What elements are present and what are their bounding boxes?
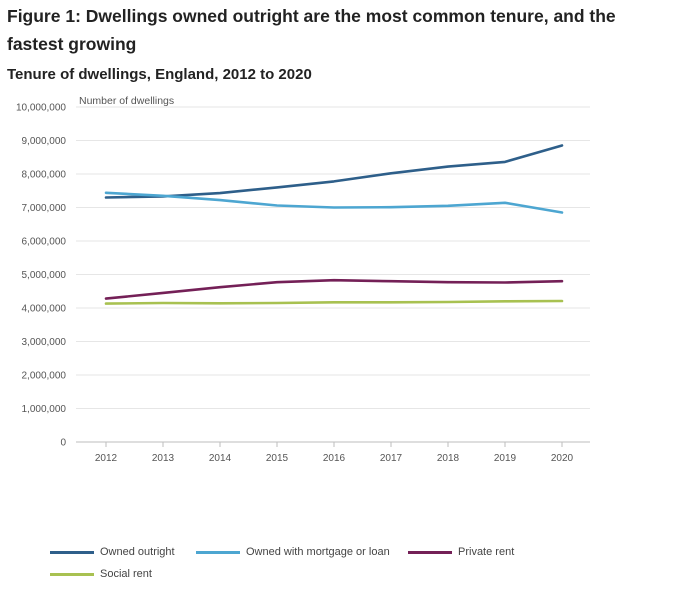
y-tick-label: 8,000,000 [22,170,67,181]
y-tick-label: 5,000,000 [22,270,67,281]
y-tick-label: 1,000,000 [22,404,67,415]
legend-label: Owned with mortgage or loan [246,546,390,558]
series-line-owned-with-mortgage-or-loan [104,191,564,214]
series-line-owned-outright [104,144,564,199]
x-tick-label: 2015 [266,453,289,464]
legend-item: Private rent [408,546,514,558]
series-line-private-rent [104,278,564,300]
series-line-social-rent [104,299,564,305]
x-tick-label: 2016 [323,453,346,464]
legend-swatch [196,550,240,554]
x-tick-label: 2014 [209,453,232,464]
y-axis-ticks: 0 1,000,000 2,000,000 3,000,000 4,000,000 5,0… [16,103,67,449]
legend-swatch [408,550,452,554]
figure-title: Figure 1: Dwellings owned outright are t… [7,6,616,54]
y-tick-label: 9,000,000 [22,136,67,147]
legend-item: Owned outright [50,546,175,558]
legend-item: Social rent [50,568,152,580]
y-tick-label: 7,000,000 [22,203,67,214]
legend-label: Private rent [458,546,515,558]
y-tick-label: 6,000,000 [22,237,67,248]
legend-item: Owned with mortgage or loan [196,546,390,558]
legend-label: Social rent [100,568,152,580]
gridlines [76,106,590,443]
legend-label: Owned outright [100,546,175,558]
x-tick-label: 2020 [551,453,574,464]
x-tick-label: 2019 [494,453,517,464]
x-tick-label: 2017 [380,453,403,464]
y-tick-label: 10,000,000 [16,103,66,114]
line-chart: 0 1,000,000 2,000,000 3,000,000 4,000,000 5,0… [16,95,590,464]
x-tick-label: 2012 [95,453,118,464]
y-tick-label: 3,000,000 [22,337,67,348]
series-lines [104,144,564,305]
legend-swatch [50,550,94,554]
y-tick-label: 2,000,000 [22,371,67,382]
x-tick-label: 2018 [437,453,460,464]
y-tick-label: 0 [60,438,66,449]
y-axis-label: Number of dwellings [79,95,174,107]
legend-swatch [50,572,94,576]
y-tick-label: 4,000,000 [22,304,67,315]
x-tick-label: 2013 [152,453,175,464]
x-axis: 2012 2013 2014 2015 2016 2017 2018 2019 2020 [95,442,574,464]
chart-title: Tenure of dwellings, England, 2012 to 20… [7,66,312,83]
